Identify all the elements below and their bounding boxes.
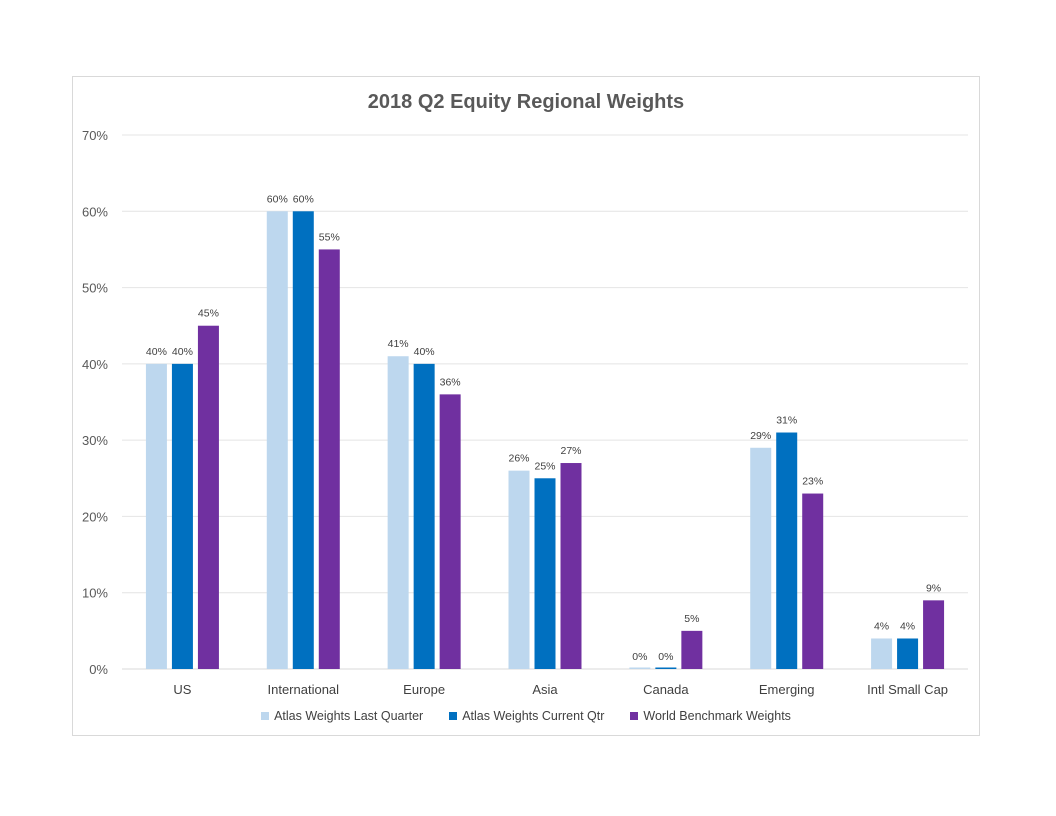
- x-tick-label: Intl Small Cap: [867, 682, 948, 697]
- y-tick-label: 50%: [82, 281, 108, 296]
- data-label: 0%: [632, 651, 647, 663]
- bar: [681, 630, 703, 669]
- data-label: 4%: [900, 620, 915, 632]
- x-tick-label: Europe: [403, 682, 445, 697]
- data-label: 23%: [802, 476, 823, 488]
- data-label: 40%: [414, 346, 435, 358]
- bar: [508, 470, 530, 669]
- bar: [802, 493, 824, 669]
- legend-label: World Benchmark Weights: [643, 709, 791, 723]
- bar: [439, 394, 461, 669]
- data-label: 40%: [146, 346, 167, 358]
- bar: [776, 432, 798, 669]
- legend-item: Atlas Weights Last Quarter: [261, 709, 423, 723]
- bar: [266, 211, 288, 670]
- bar: [871, 638, 893, 669]
- data-label: 40%: [172, 346, 193, 358]
- bar: [923, 600, 945, 669]
- x-tick-label: Asia: [532, 682, 558, 697]
- bar: [534, 478, 556, 669]
- data-label: 31%: [776, 415, 797, 427]
- bar: [171, 363, 193, 669]
- bar: [750, 447, 772, 669]
- data-label: 27%: [560, 445, 581, 457]
- data-label: 26%: [508, 453, 529, 465]
- y-tick-label: 60%: [82, 204, 108, 219]
- y-tick-label: 70%: [82, 128, 108, 143]
- bar: [560, 463, 582, 669]
- bar: [413, 363, 435, 669]
- bar: [292, 211, 314, 670]
- y-tick-label: 0%: [89, 662, 108, 677]
- data-label: 0%: [658, 651, 673, 663]
- data-label: 45%: [198, 308, 219, 320]
- x-tick-label: Emerging: [759, 682, 815, 697]
- data-label: 60%: [267, 193, 288, 205]
- legend-swatch: [630, 712, 639, 720]
- y-tick-label: 40%: [82, 357, 108, 372]
- data-label: 9%: [926, 582, 941, 594]
- plot-area: 0% 10% 20% 30% 40% 50% 60% 70% 40% 40% 45% US 60% 60%…: [82, 128, 968, 697]
- legend-swatch: [261, 712, 270, 720]
- y-tick-label: 30%: [82, 433, 108, 448]
- bar: [629, 667, 651, 669]
- chart-frame: 2018 Q2 Equity Regional Weights 0% 10% 20%…: [72, 76, 980, 736]
- data-label: 60%: [293, 193, 314, 205]
- legend: Atlas Weights Last Quarter Atlas Weights …: [73, 709, 979, 723]
- legend-item: Atlas Weights Current Qtr: [449, 709, 604, 723]
- bar: [387, 356, 409, 669]
- bar: [897, 638, 919, 669]
- data-label: 5%: [684, 613, 699, 625]
- chart-title: 2018 Q2 Equity Regional Weights: [367, 91, 685, 113]
- legend-label: Atlas Weights Current Qtr: [462, 709, 605, 723]
- data-label: 4%: [874, 620, 889, 632]
- legend-swatch: [449, 712, 458, 720]
- data-label: 25%: [534, 460, 555, 472]
- data-label: 36%: [440, 376, 461, 388]
- data-label: 55%: [319, 231, 340, 243]
- x-tick-label: International: [268, 682, 340, 697]
- legend-label: Atlas Weights Last Quarter: [274, 709, 424, 723]
- y-tick-label: 10%: [82, 586, 108, 601]
- x-tick-label: US: [173, 682, 191, 697]
- bar: [318, 249, 340, 669]
- x-tick-label: Canada: [643, 682, 689, 697]
- legend-item: World Benchmark Weights: [630, 709, 791, 723]
- bar: [655, 667, 677, 669]
- bar: [145, 363, 167, 669]
- y-tick-label: 20%: [82, 509, 108, 524]
- bar: [197, 325, 219, 669]
- data-label: 29%: [750, 430, 771, 442]
- data-label: 41%: [388, 338, 409, 350]
